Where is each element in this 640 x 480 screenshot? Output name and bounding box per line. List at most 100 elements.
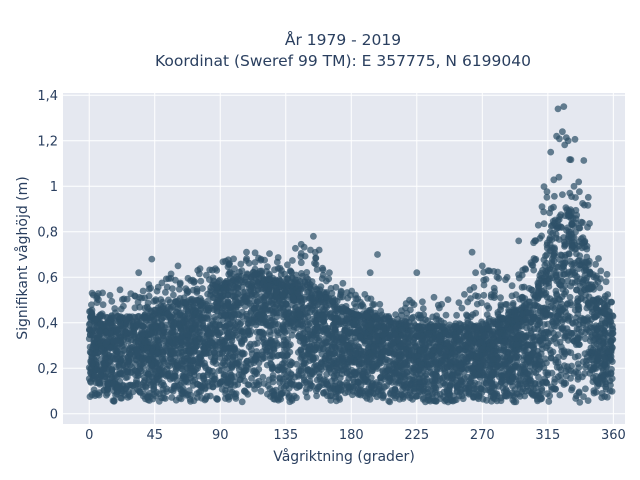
data-point: [568, 384, 576, 392]
data-point: [431, 383, 438, 390]
data-point: [320, 376, 327, 383]
data-point: [549, 303, 557, 311]
data-point: [486, 377, 494, 384]
data-point: [315, 337, 323, 344]
data-point: [424, 347, 432, 355]
data-point: [97, 320, 104, 328]
data-point: [338, 387, 345, 394]
data-point: [272, 391, 279, 399]
data-point: [295, 382, 303, 389]
data-point: [321, 354, 329, 362]
data-point: [158, 394, 165, 402]
data-point: [561, 282, 569, 290]
data-point: [570, 370, 578, 377]
data-point: [395, 348, 403, 355]
data-point: [344, 388, 352, 396]
data-point: [126, 350, 134, 358]
data-point: [203, 333, 211, 340]
data-point: [606, 387, 614, 395]
data-point: [456, 338, 463, 345]
data-point: [309, 295, 317, 303]
data-point: [166, 362, 173, 370]
data-point: [606, 316, 613, 323]
data-point: [538, 327, 546, 334]
data-point: [182, 377, 190, 385]
data-point: [384, 349, 392, 356]
data-point: [580, 393, 587, 400]
data-point: [581, 272, 589, 279]
data-point: [133, 376, 140, 384]
data-point: [581, 370, 589, 377]
data-point: [567, 374, 574, 382]
data-point: [601, 323, 609, 331]
data-point: [406, 389, 414, 397]
data-point: [514, 363, 522, 371]
data-point: [495, 338, 502, 345]
data-point: [279, 297, 286, 304]
data-point: [550, 322, 558, 330]
data-point: [533, 333, 540, 340]
data-point: [572, 395, 580, 402]
data-point: [158, 355, 166, 363]
data-point: [113, 326, 121, 334]
data-point: [343, 342, 351, 349]
data-point: [363, 395, 371, 402]
data-point: [134, 386, 141, 393]
data-point: [479, 346, 486, 353]
data-point: [478, 325, 486, 333]
data-point: [231, 326, 238, 334]
data-point: [374, 322, 382, 329]
data-point: [258, 355, 266, 363]
data-point: [305, 350, 313, 358]
data-point: [209, 367, 217, 375]
data-point: [277, 384, 285, 392]
data-point: [459, 395, 467, 403]
data-point: [255, 334, 262, 342]
data-point: [507, 355, 515, 362]
data-point: [455, 368, 463, 376]
data-point: [332, 336, 340, 343]
data-point: [255, 377, 263, 385]
data-point: [569, 320, 577, 327]
data-point: [229, 284, 237, 292]
data-point: [566, 293, 574, 301]
data-point: [387, 390, 394, 398]
data-point: [269, 378, 277, 386]
data-point: [549, 348, 557, 356]
data-point: [390, 370, 398, 377]
data-point: [593, 311, 601, 319]
data-point: [489, 369, 496, 376]
data-point: [96, 329, 104, 337]
data-point: [216, 380, 224, 388]
data-point: [358, 371, 366, 378]
data-point: [538, 334, 546, 342]
data-point: [498, 377, 506, 385]
data-point: [221, 371, 229, 379]
data-point: [159, 385, 167, 393]
data-point: [275, 351, 282, 359]
data-point: [176, 394, 183, 402]
data-point: [584, 259, 592, 266]
data-point: [158, 322, 166, 330]
data-point: [411, 339, 419, 347]
data-point: [567, 301, 575, 309]
data-point: [392, 379, 400, 386]
data-point: [361, 376, 369, 384]
data-point: [523, 370, 531, 378]
data-point: [221, 324, 229, 332]
data-point: [410, 357, 417, 364]
data-point: [593, 326, 600, 333]
data-point: [576, 316, 584, 324]
data-point: [468, 340, 476, 348]
data-point: [408, 351, 415, 359]
data-point: [527, 327, 535, 335]
data-point: [427, 387, 434, 395]
data-point: [562, 251, 569, 259]
data-point: [435, 350, 443, 358]
data-point: [502, 332, 510, 339]
data-point: [293, 394, 300, 402]
data-point: [564, 312, 572, 320]
data-point: [391, 331, 399, 339]
data-point: [332, 393, 340, 401]
data-point: [556, 391, 564, 399]
